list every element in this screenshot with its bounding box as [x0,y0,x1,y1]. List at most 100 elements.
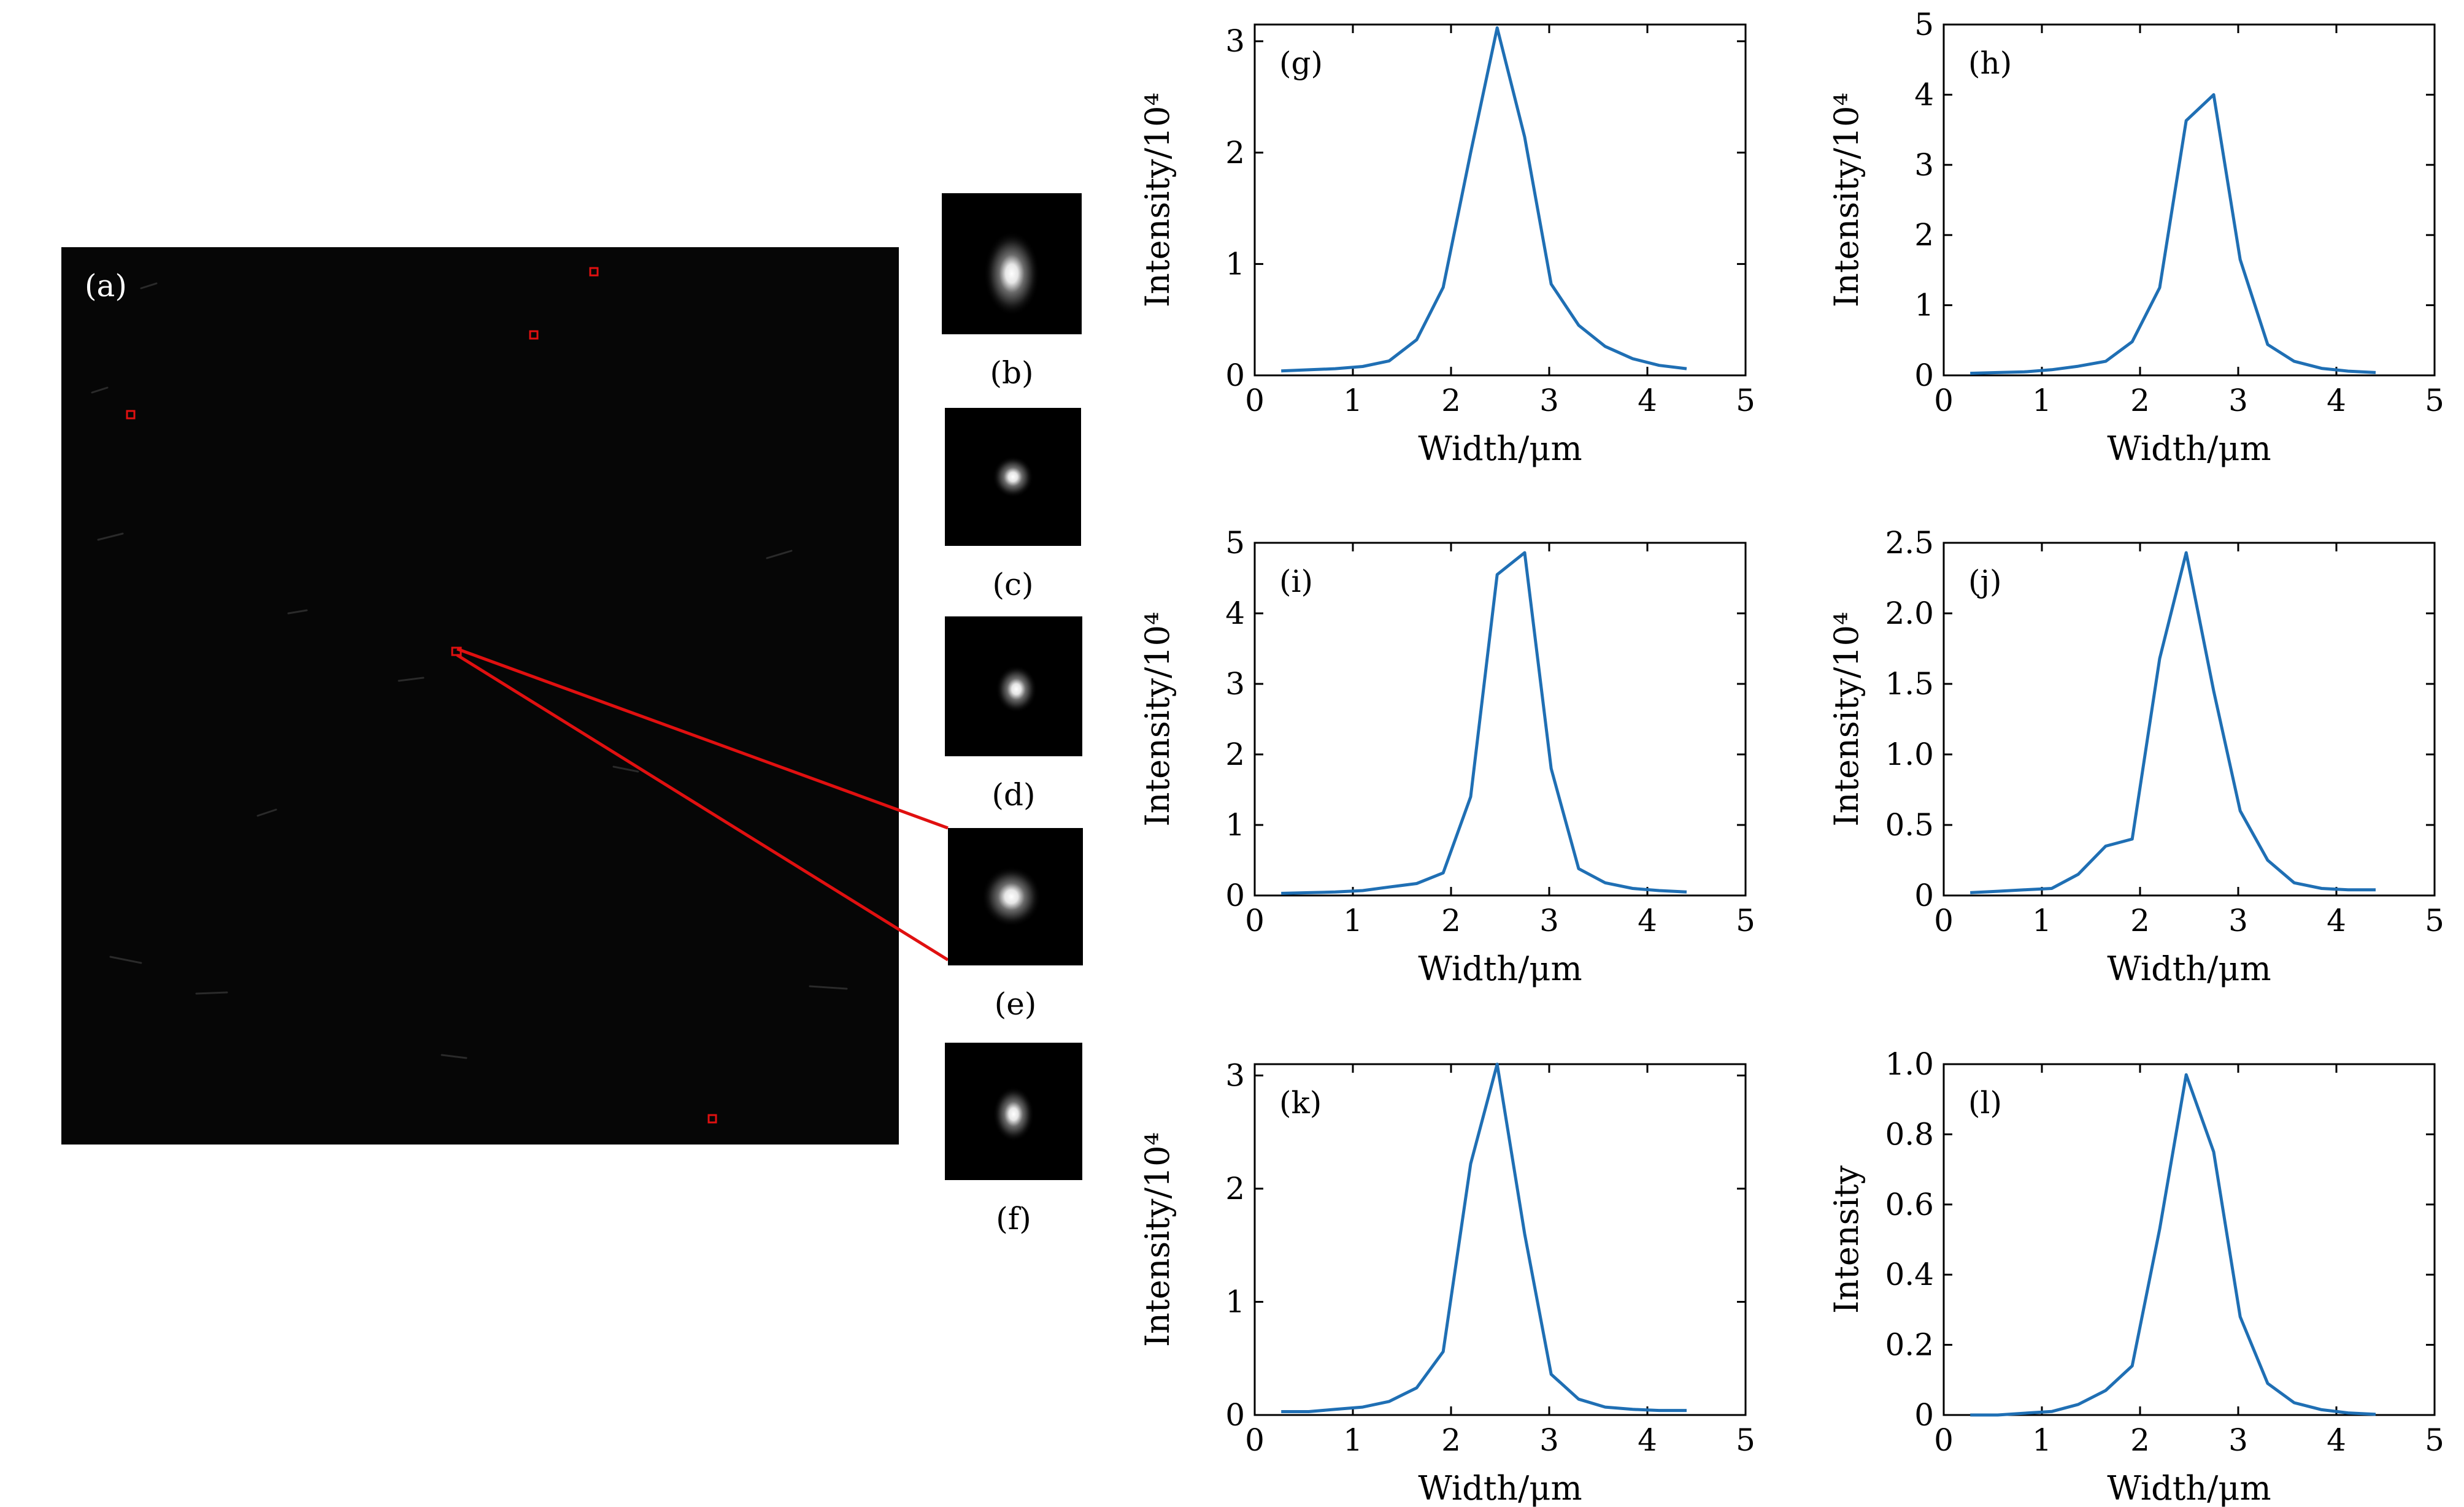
x-axis-label: Width/μm [1418,1469,1582,1507]
x-tick-label: 4 [2327,1422,2346,1458]
x-tick-label: 2 [1441,1422,1461,1458]
panel-label: (h) [1968,45,2012,81]
y-tick-label: 3 [1225,666,1245,702]
x-tick-label: 3 [1539,383,1559,418]
panel-label: (k) [1279,1085,1322,1121]
y-tick-label: 0 [1914,358,1934,393]
thumbnail: (f) [945,1043,1082,1237]
x-tick-label: 2 [1441,903,1461,938]
x-tick-label: 4 [1638,903,1657,938]
thumbnail-column: (b) (c) (d) (e) (f) [942,193,1083,1237]
x-tick-label: 0 [1245,903,1265,938]
faint-streaks [91,282,848,1059]
x-tick-label: 2 [1441,383,1461,418]
x-tick-label: 2 [2130,383,2150,418]
panel-label: (l) [1968,1085,2002,1121]
x-tick-label: 4 [2327,903,2346,938]
y-tick-label: 2.5 [1885,525,1934,561]
y-tick-label: 2 [1914,217,1934,253]
intensity-line [1281,551,1687,895]
x-tick-label: 5 [1736,1422,1755,1458]
x-tick-label: 3 [2228,903,2248,938]
panel-a-label: (a) [85,268,127,304]
y-tick-label: 1.0 [1885,737,1934,772]
y-tick-label: 2 [1225,135,1245,171]
y-tick-label: 0.4 [1885,1257,1934,1292]
x-tick-label: 0 [1934,903,1954,938]
thumbnail-label: (b) [990,355,1033,391]
x-tick-label: 2 [2130,903,2150,938]
y-tick-label: 1 [1225,1284,1245,1319]
panel-label: (i) [1279,564,1313,599]
bright-spot [992,456,1034,498]
y-tick-label: 2 [1225,737,1245,772]
plot-frame [1942,542,2436,897]
intensity-line [1281,1062,1687,1413]
x-tick-label: 4 [1638,1422,1657,1458]
bright-spot [993,1086,1034,1142]
y-tick-label: 0.6 [1885,1187,1934,1222]
plot-frame [1253,23,1747,377]
x-tick-label: 1 [2032,1422,2052,1458]
y-tick-label: 2 [1225,1171,1245,1206]
y-tick-label: 1 [1225,246,1245,282]
x-tick-label: 4 [1638,383,1657,418]
thumbnail: (c) [945,408,1081,602]
x-tick-label: 5 [2425,1422,2444,1458]
x-tick-label: 3 [2228,1422,2248,1458]
y-tick-label: 0 [1225,358,1245,393]
y-tick-label: 0.8 [1885,1116,1934,1152]
x-tick-label: 3 [1539,1422,1559,1458]
x-tick-label: 5 [2425,903,2444,938]
y-tick-label: 3 [1914,147,1934,183]
y-tick-label: 3 [1225,23,1245,59]
y-axis-label: Intensity/10⁴ [1138,1132,1177,1347]
thumbnail: (b) [942,193,1082,391]
line-chart: 0 1 2 3 4 5 0 1 2 3 4 5 (i) Width/μm Intensity/10⁴ [1138,525,1755,988]
x-tick-label: 5 [2425,383,2444,418]
x-tick-label: 0 [1934,1422,1954,1458]
y-tick-label: 1.5 [1885,666,1934,702]
bright-spot [995,665,1038,713]
x-tick-label: 1 [2032,383,2052,418]
thumbnail: (e) [948,828,1083,1022]
x-axis-label: Width/μm [1418,949,1582,988]
x-tick-label: 0 [1245,383,1265,418]
y-axis-label: Intensity/10⁴ [1138,612,1177,826]
intensity-line [1281,26,1687,373]
y-tick-label: 0.2 [1885,1327,1934,1363]
x-tick-label: 2 [2130,1422,2150,1458]
y-axis-label: Intensity/10⁴ [1827,93,1866,307]
y-tick-label: 0 [1225,1397,1245,1433]
particle-marker [589,267,599,277]
y-axis-label: Intensity/10⁴ [1138,93,1177,307]
y-tick-label: 2.0 [1885,596,1934,631]
y-axis-label: Intensity [1827,1165,1866,1314]
bright-spot [982,866,1041,927]
x-tick-label: 1 [1343,1422,1363,1458]
x-tick-label: 4 [2327,383,2346,418]
y-tick-label: 0 [1914,1397,1934,1433]
thumbnail-label: (e) [995,986,1037,1022]
y-tick-label: 1 [1914,288,1934,323]
x-axis-label: Width/μm [2107,949,2271,988]
panel-label: (j) [1968,564,2002,599]
y-tick-label: 1.0 [1885,1046,1934,1082]
particle-marker [529,330,539,340]
intensity-line [1970,93,2376,375]
x-tick-label: 3 [1539,903,1559,938]
intensity-line [1970,1073,2376,1417]
plot-frame [1942,1063,2436,1416]
x-tick-label: 1 [2032,903,2052,938]
x-tick-label: 5 [1736,383,1755,418]
y-tick-label: 0.5 [1885,807,1934,843]
y-tick-label: 0 [1914,878,1934,913]
chart-grid: 0 1 2 3 4 5 0 1 2 3 (g) Width/μm Intensity/10⁴ 0 1 2 3 4 5… [1138,7,2444,1507]
y-tick-label: 5 [1914,7,1934,42]
plot-frame [1253,1063,1747,1416]
y-tick-label: 0 [1225,878,1245,913]
zoom-lines [456,647,949,962]
thumbnail: (d) [945,616,1082,813]
bright-spot [984,231,1040,316]
